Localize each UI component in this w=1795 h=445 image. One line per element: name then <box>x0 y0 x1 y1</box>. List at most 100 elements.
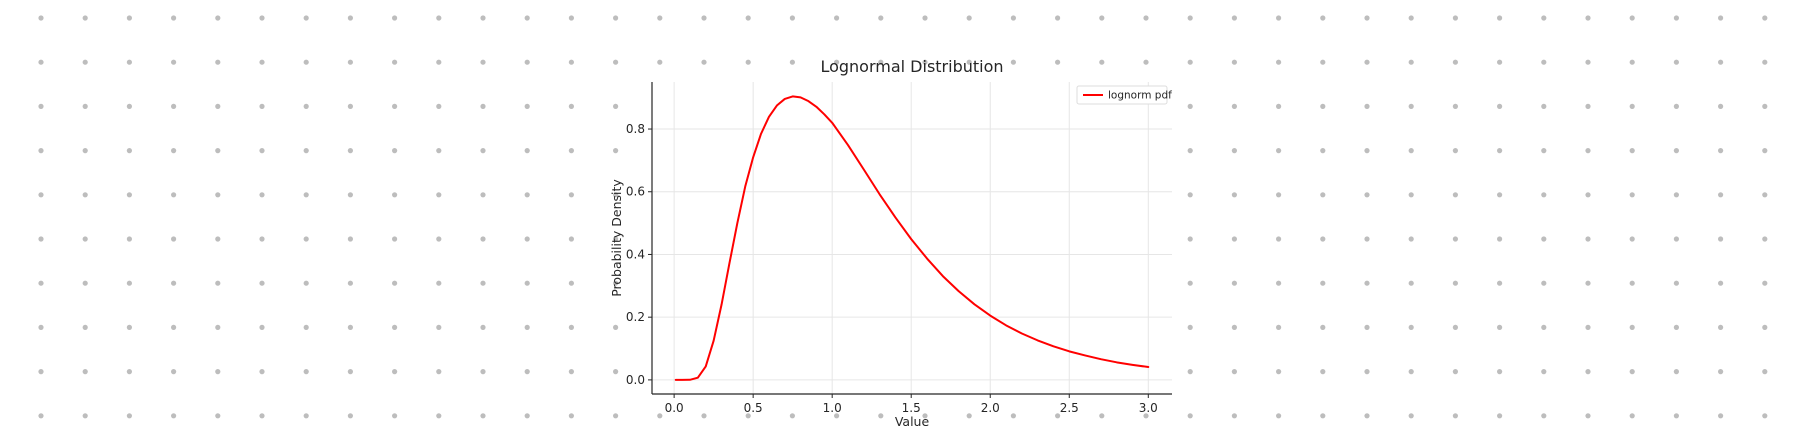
y-tick-label: 0.2 <box>626 310 645 324</box>
background-dot <box>1718 59 1724 65</box>
legend-label: lognorm pdf <box>1108 90 1172 102</box>
background-dot <box>568 413 575 419</box>
background-dot <box>1762 236 1768 242</box>
background-dot <box>1497 369 1503 375</box>
background-dot <box>1673 413 1679 419</box>
background-dot <box>392 192 398 198</box>
background-dot <box>392 103 398 109</box>
background-dot <box>215 148 221 154</box>
background-dot <box>1231 324 1237 330</box>
background-dot <box>38 324 44 330</box>
background-dot <box>1718 324 1724 330</box>
background-dot <box>613 192 619 198</box>
background-dot <box>524 280 530 286</box>
y-tick-label: 0.4 <box>626 247 645 261</box>
background-dot <box>966 15 972 21</box>
background-dot <box>126 103 132 109</box>
background-dot <box>568 280 575 286</box>
background-dot <box>1364 103 1370 109</box>
background-dot <box>657 59 663 65</box>
background-dot <box>1585 369 1591 375</box>
background-dot <box>524 148 530 154</box>
background-dot <box>789 413 796 419</box>
background-dot <box>38 103 44 109</box>
background-dot <box>1408 324 1414 330</box>
background-dot <box>436 15 442 21</box>
background-dot <box>1541 236 1547 242</box>
background-dot <box>1762 369 1768 375</box>
background-dot <box>1408 413 1414 419</box>
background-dot <box>568 236 575 242</box>
background-dot <box>436 192 442 198</box>
background-dot <box>1585 413 1591 419</box>
background-dot <box>922 15 928 21</box>
background-dot <box>789 59 796 65</box>
background-dot <box>171 280 177 286</box>
background-dot <box>1187 103 1193 109</box>
background-dot <box>524 192 530 198</box>
background-dot <box>1276 15 1282 21</box>
background-dot <box>1187 59 1193 65</box>
background-dot <box>1585 15 1591 21</box>
background-dot <box>480 192 486 198</box>
legend: lognorm pdf <box>1076 85 1172 105</box>
background-dot <box>1320 324 1326 330</box>
background-dot <box>789 15 796 21</box>
background-dot <box>259 369 265 375</box>
background-dot <box>38 192 44 198</box>
background-dot <box>392 59 398 65</box>
background-dot <box>568 148 575 154</box>
x-tick-label: 3.0 <box>1139 401 1158 415</box>
background-dot <box>613 148 619 154</box>
background-dot <box>215 413 221 419</box>
background-dot <box>1320 59 1326 65</box>
background-dot <box>1718 148 1724 154</box>
background-dot <box>524 413 530 419</box>
background-dot <box>1364 15 1370 21</box>
background-dot <box>1187 192 1193 198</box>
background-dot <box>1762 324 1768 330</box>
background-dot <box>613 369 619 375</box>
background-dot <box>1364 192 1370 198</box>
background-dot <box>1673 148 1679 154</box>
background-dot <box>1497 413 1503 419</box>
background-dot <box>568 59 575 65</box>
background-dot <box>1629 413 1635 419</box>
background-dot <box>1320 236 1326 242</box>
background-dot <box>1408 148 1414 154</box>
background-dot <box>347 192 353 198</box>
background-dot <box>1497 324 1503 330</box>
background-dot <box>436 236 442 242</box>
background-dot <box>1629 15 1635 21</box>
background-dot <box>1629 280 1635 286</box>
background-dot <box>1452 103 1458 109</box>
background-dot <box>215 103 221 109</box>
background-dot <box>1320 369 1326 375</box>
background-dot <box>1276 148 1282 154</box>
background-dot <box>1187 15 1193 21</box>
background-dot <box>126 369 132 375</box>
background-dot <box>1452 369 1458 375</box>
background-dot <box>1541 280 1547 286</box>
background-dot <box>1718 15 1724 21</box>
background-dot <box>1408 369 1414 375</box>
x-tick-label: 1.5 <box>902 401 921 415</box>
background-dot <box>1718 369 1724 375</box>
background-dot <box>347 324 353 330</box>
background-dot <box>1408 236 1414 242</box>
background-dot <box>1408 15 1414 21</box>
background-dot <box>1320 103 1326 109</box>
background-dot <box>613 280 619 286</box>
background-dot <box>259 324 265 330</box>
background-dot <box>480 59 486 65</box>
chart-title: Lognormal Distribution <box>820 57 1003 76</box>
background-dot <box>1320 413 1326 419</box>
background-dot <box>215 59 221 65</box>
background-dot <box>1320 280 1326 286</box>
background-dot <box>303 413 309 419</box>
x-tick-label: 0.0 <box>665 401 684 415</box>
background-dot <box>259 15 265 21</box>
background-dot <box>215 192 221 198</box>
background-dot <box>1276 280 1282 286</box>
background-dot <box>347 369 353 375</box>
